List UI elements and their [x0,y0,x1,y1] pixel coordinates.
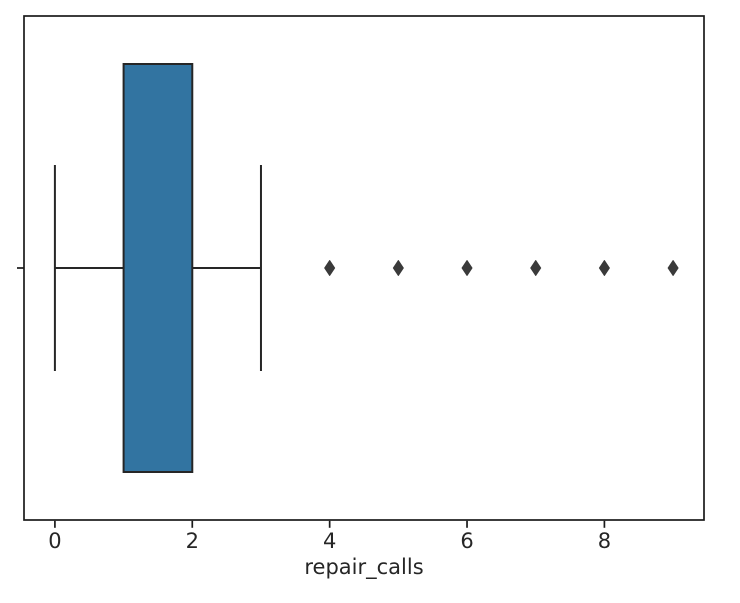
x-axis-label: repair_calls [304,555,424,579]
outlier-marker [667,260,679,276]
iqr-box [122,63,194,473]
x-tick-label: 8 [598,529,611,553]
outlier-marker [461,260,473,276]
outlier-marker [530,260,542,276]
x-tick-label: 4 [323,529,336,553]
outlier-marker [324,260,336,276]
outlier-marker [598,260,610,276]
x-tick-label: 6 [460,529,473,553]
x-tick-label: 0 [48,529,61,553]
x-tick-label: 2 [186,529,199,553]
outlier-marker [392,260,404,276]
